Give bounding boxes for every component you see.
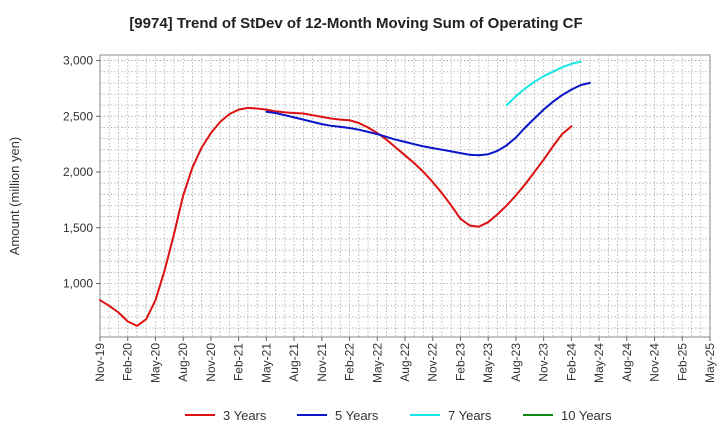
y-tick-label: 1,000 [63, 276, 93, 290]
x-tick-label: May-23 [481, 343, 495, 383]
y-tick-label: 2,000 [63, 165, 93, 179]
x-tick-labels: Nov-19 Feb-20 May-20 Aug-20 Nov-20 Feb-21 May-… [93, 337, 717, 383]
x-tick-label: Feb-21 [232, 343, 246, 381]
grid [100, 55, 710, 337]
legend-label: 3 Years [223, 408, 267, 423]
x-tick-label: May-25 [703, 343, 717, 383]
series-line-7-years [505, 60, 582, 107]
x-tick-label: Feb-24 [564, 343, 578, 381]
series-line-3-years [99, 106, 573, 327]
x-tick-label: Feb-22 [343, 343, 357, 381]
series-line-5-years [265, 81, 591, 157]
legend: 3 Years 5 Years 7 Years 10 Years [185, 408, 612, 423]
series-layer [99, 60, 591, 327]
x-tick-label: Nov-23 [537, 343, 551, 382]
x-tick-label: May-21 [259, 343, 273, 383]
x-tick-label: Feb-20 [121, 343, 135, 381]
x-tick-label: Feb-23 [453, 343, 467, 381]
x-tick-label: May-20 [148, 343, 162, 383]
x-tick-label: May-22 [370, 343, 384, 383]
x-tick-label: Aug-21 [287, 343, 301, 382]
x-tick-label: Feb-25 [675, 343, 689, 381]
x-tick-label: Aug-24 [620, 343, 634, 382]
legend-label: 5 Years [335, 408, 379, 423]
y-tick-labels: 1,000 1,500 2,000 2,500 3,000 [63, 54, 100, 290]
chart-title: [9974] Trend of StDev of 12-Month Moving… [129, 15, 582, 32]
legend-label: 7 Years [448, 408, 492, 423]
y-axis-label: Amount (million yen) [7, 137, 22, 256]
x-tick-label: Aug-22 [398, 343, 412, 382]
x-tick-label: Nov-21 [315, 343, 329, 382]
x-tick-label: Nov-19 [93, 343, 107, 382]
y-tick-label: 2,500 [63, 109, 93, 123]
legend-label: 10 Years [561, 408, 612, 423]
y-tick-label: 1,500 [63, 221, 93, 235]
y-tick-label: 3,000 [63, 54, 93, 68]
x-tick-label: May-24 [592, 343, 606, 383]
x-tick-label: Aug-23 [509, 343, 523, 382]
x-tick-label: Aug-20 [176, 343, 190, 382]
x-tick-label: Nov-20 [204, 343, 218, 382]
x-tick-label: Nov-22 [426, 343, 440, 382]
x-tick-label: Nov-24 [648, 343, 662, 382]
